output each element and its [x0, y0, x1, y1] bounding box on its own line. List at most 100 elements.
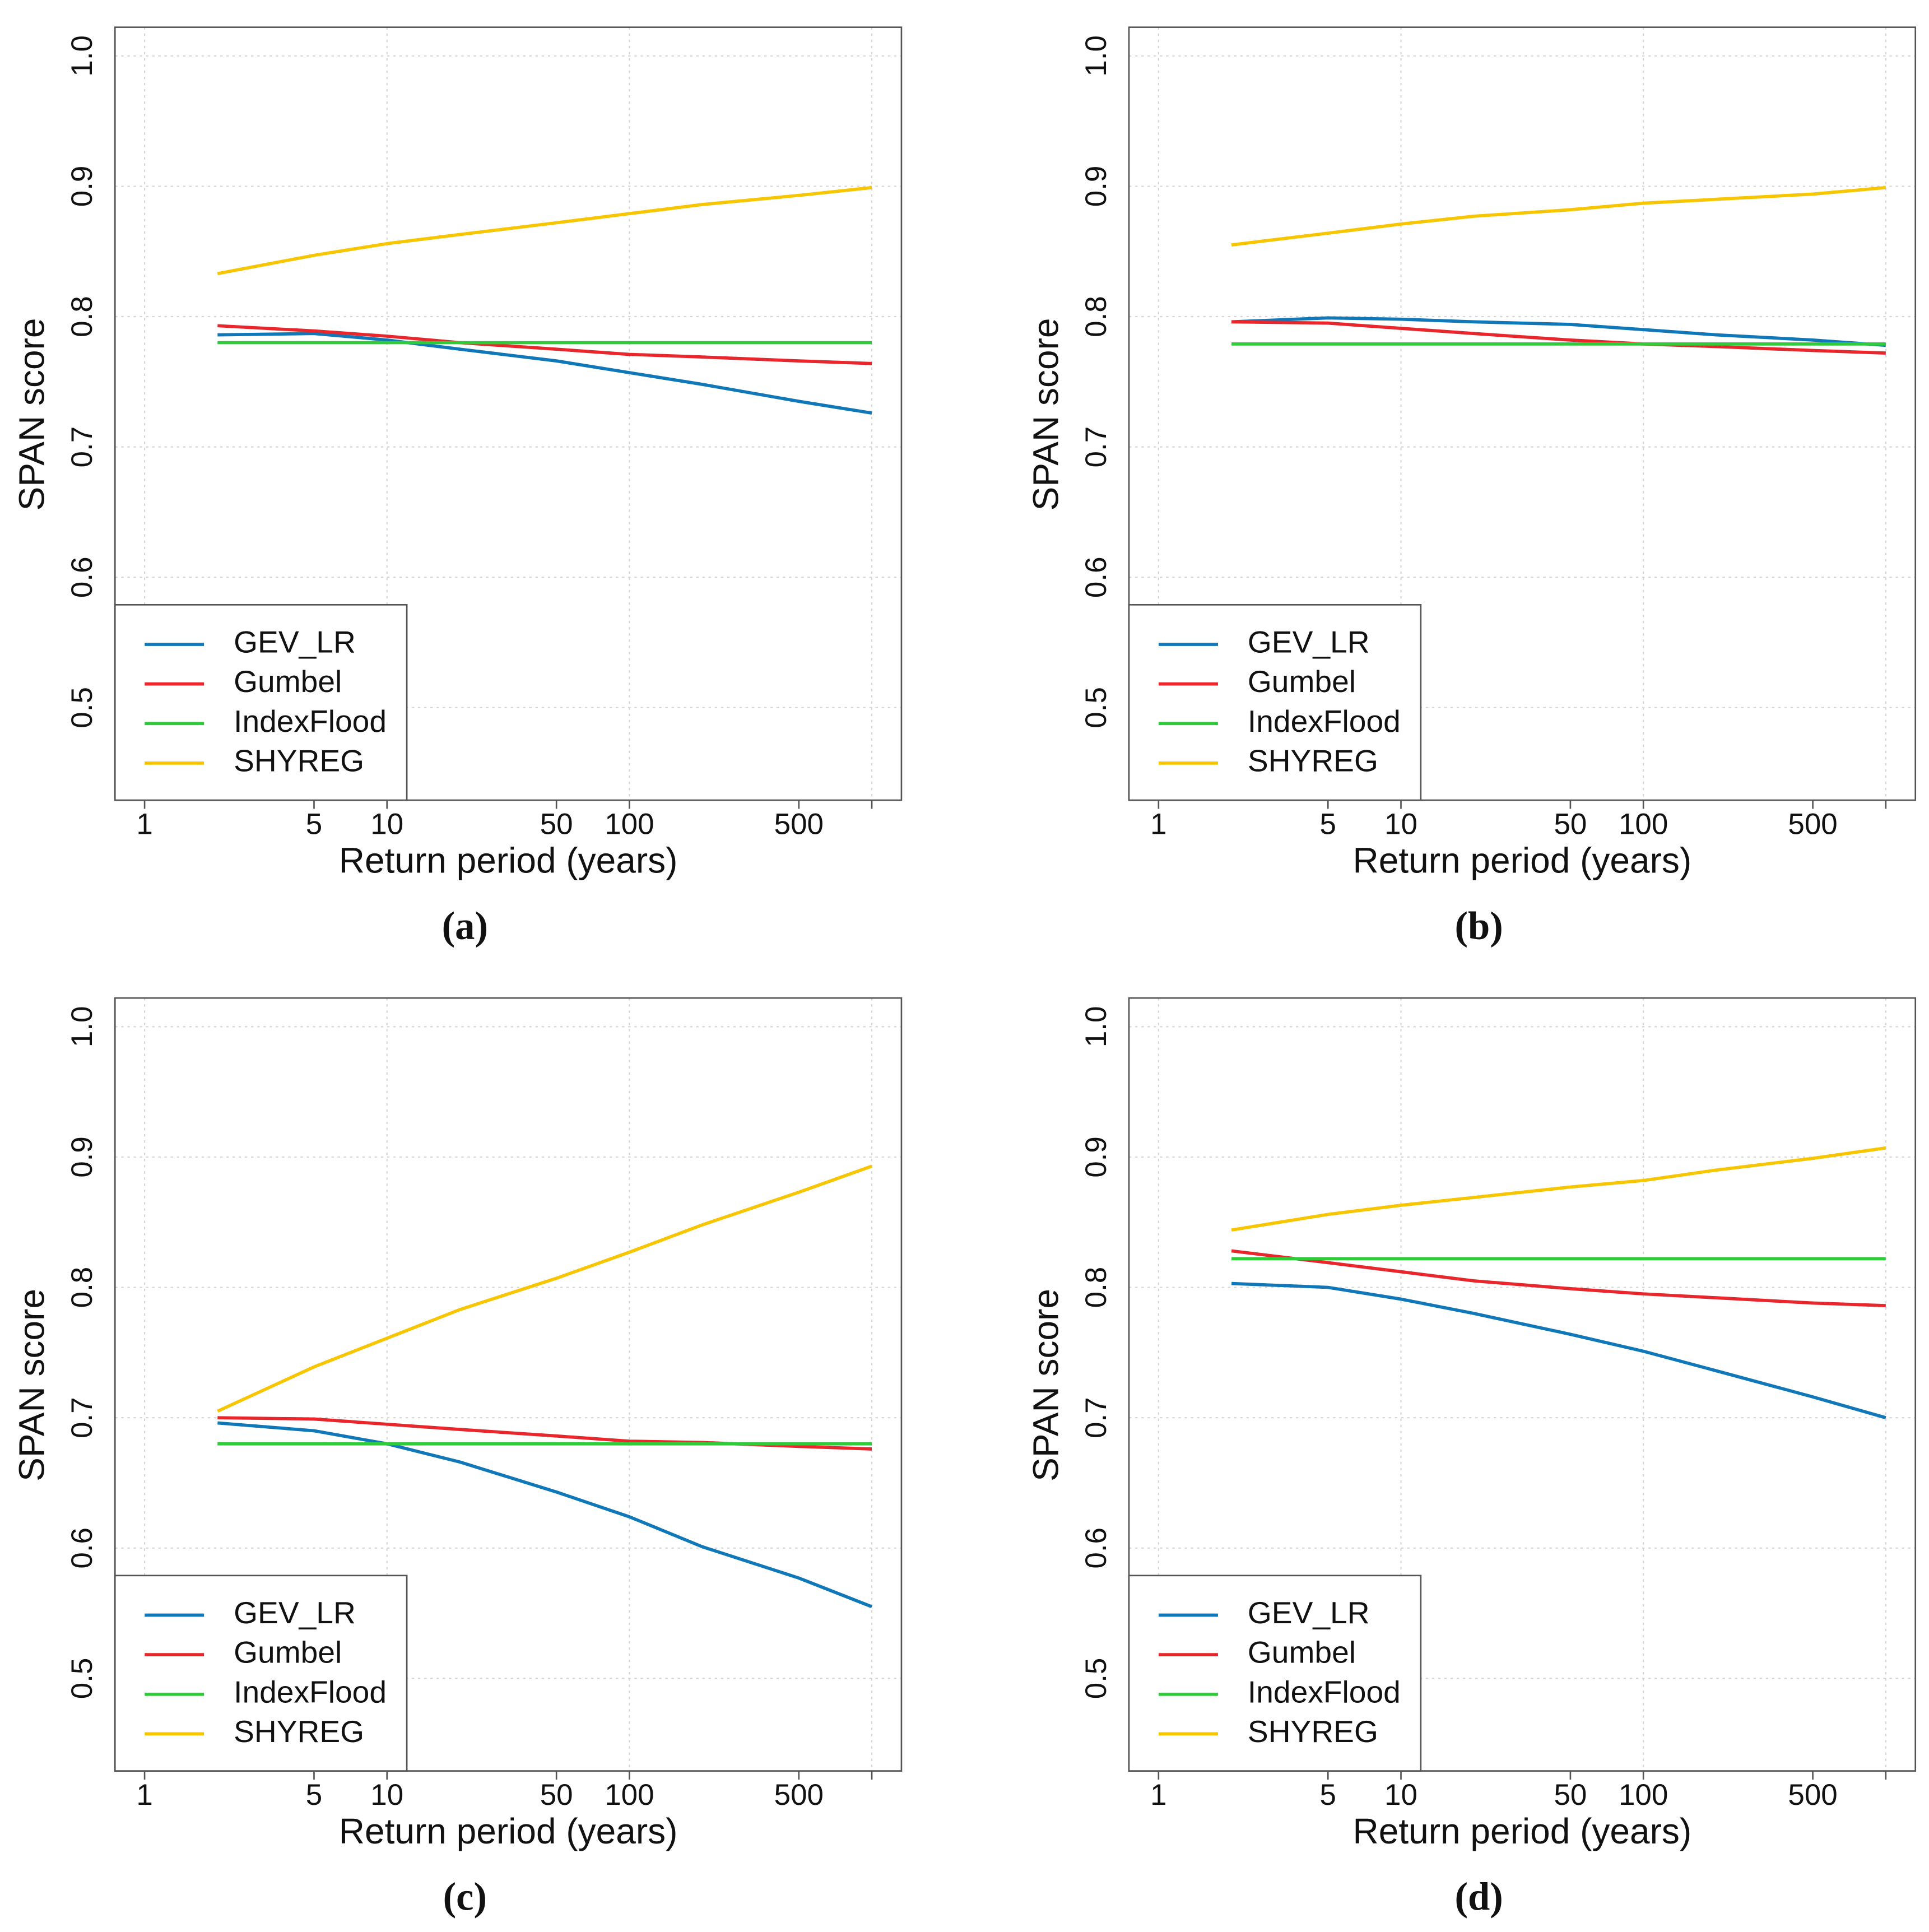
- x-tick-label: 10: [1384, 807, 1417, 840]
- legend-label: Gumbel: [1248, 1635, 1356, 1670]
- y-tick-label: 0.6: [66, 556, 99, 598]
- y-tick-label: 0.5: [1080, 1658, 1113, 1699]
- x-tick-label: 100: [1619, 807, 1668, 840]
- panel: 0.5 0.6 0.7 0.8 0.9 1.0 1 5 10 50 100 500 Return per…: [12, 997, 903, 1919]
- y-tick-label: 0.9: [1080, 166, 1113, 207]
- x-tick-label: 10: [370, 807, 403, 840]
- y-tick-label: 0.5: [66, 1658, 99, 1699]
- x-tick-label: 5: [1320, 1778, 1336, 1812]
- x-tick-label: 100: [605, 1778, 654, 1812]
- series-line: [1231, 1249, 1886, 1308]
- y-tick-label: 1.0: [1080, 1006, 1113, 1048]
- legend-label: SHYREG: [1248, 1714, 1378, 1749]
- panel-caption: (a): [442, 904, 488, 948]
- legend-label: IndexFlood: [1248, 704, 1401, 739]
- x-tick-label: 50: [540, 1778, 573, 1812]
- legend-label: IndexFlood: [234, 1674, 387, 1709]
- panel-caption: (c): [443, 1875, 487, 1919]
- y-tick-label: 0.5: [66, 687, 99, 728]
- x-tick-label: 50: [540, 807, 573, 840]
- y-tick-label: 0.7: [66, 426, 99, 468]
- series-line: [217, 1421, 873, 1609]
- panel: 0.5 0.6 0.7 0.8 0.9 1.0 1 5 10 50 100 500 Return per…: [1025, 26, 1917, 948]
- x-tick-label: 100: [1619, 1778, 1668, 1812]
- x-tick-label: 5: [306, 1778, 322, 1812]
- plot-frame: [1128, 997, 1917, 1772]
- legend-box: [114, 1575, 408, 1772]
- y-tick-label: 0.6: [66, 1527, 99, 1569]
- legend-box: [114, 603, 408, 801]
- series-line: [1231, 1281, 1886, 1419]
- x-axis-label: Return period (years): [339, 1811, 678, 1851]
- x-tick-label: 100: [605, 807, 654, 840]
- x-tick-label: 1: [136, 807, 152, 840]
- legend-label: GEV_LR: [1248, 625, 1370, 660]
- y-tick-label: 0.5: [1080, 687, 1113, 728]
- y-tick-label: 0.7: [1080, 1397, 1113, 1438]
- y-tick-label: 0.6: [1080, 1527, 1113, 1569]
- series-line: [217, 324, 872, 365]
- y-tick-label: 0.7: [1080, 426, 1113, 468]
- plot-frame: [1128, 26, 1917, 801]
- x-tick-label: 1: [1150, 1778, 1166, 1812]
- panel: 0.5 0.6 0.7 0.8 0.9 1.0 1 5 10 50 100 500 Return per…: [12, 26, 903, 948]
- x-tick-label: 50: [1554, 1778, 1587, 1812]
- y-tick-label: 0.8: [66, 1267, 99, 1308]
- series-line: [1231, 320, 1886, 355]
- x-tick-label: 1: [1150, 807, 1166, 840]
- y-axis-label: SPAN score: [1025, 1289, 1066, 1481]
- y-axis-label: SPAN score: [12, 1289, 52, 1481]
- y-tick-label: 0.9: [1080, 1136, 1113, 1178]
- legend-label: Gumbel: [234, 664, 342, 699]
- y-axis-label: SPAN score: [12, 318, 52, 511]
- legend-label: Gumbel: [234, 1635, 342, 1670]
- x-tick-label: 500: [1788, 807, 1837, 840]
- y-tick-label: 0.8: [66, 296, 99, 337]
- legend-label: GEV_LR: [234, 625, 356, 660]
- legend-label: GEV_LR: [234, 1595, 356, 1630]
- y-tick-label: 0.7: [66, 1397, 99, 1438]
- legend-label: SHYREG: [234, 1714, 364, 1749]
- x-tick-label: 50: [1554, 807, 1587, 840]
- x-tick-label: 1: [136, 1778, 152, 1812]
- x-axis-label: Return period (years): [1353, 840, 1692, 881]
- plot-frame: [114, 997, 903, 1772]
- x-axis-label: Return period (years): [1353, 1811, 1692, 1851]
- x-tick-label: 500: [774, 1778, 824, 1812]
- panel-caption: (b): [1454, 904, 1503, 948]
- panel-caption: (d): [1454, 1875, 1503, 1919]
- legend-box: [1128, 603, 1422, 801]
- legend-label: IndexFlood: [234, 704, 387, 739]
- legend-label: GEV_LR: [1248, 1595, 1370, 1630]
- y-tick-label: 0.9: [66, 166, 99, 207]
- x-tick-label: 5: [306, 807, 322, 840]
- y-tick-label: 0.9: [66, 1136, 99, 1178]
- series-line: [1231, 316, 1886, 347]
- series-line: [1231, 1146, 1886, 1232]
- legend-label: Gumbel: [1248, 664, 1356, 699]
- y-tick-label: 0.8: [1080, 1267, 1113, 1308]
- series-line: [1231, 185, 1886, 247]
- series-line: [217, 332, 872, 415]
- x-tick-label: 10: [370, 1778, 403, 1812]
- y-tick-label: 1.0: [1080, 35, 1113, 77]
- series-line: [217, 1164, 873, 1413]
- y-axis-label: SPAN score: [1025, 318, 1066, 511]
- series-line: [217, 185, 872, 276]
- legend-box: [1128, 1575, 1422, 1772]
- y-tick-label: 0.6: [1080, 556, 1113, 598]
- legend-label: SHYREG: [1248, 743, 1378, 778]
- y-tick-label: 1.0: [66, 35, 99, 77]
- y-tick-label: 1.0: [66, 1006, 99, 1048]
- legend-label: IndexFlood: [1248, 1674, 1401, 1709]
- x-tick-label: 500: [1788, 1778, 1837, 1812]
- x-tick-label: 500: [774, 807, 824, 840]
- x-tick-label: 5: [1320, 807, 1336, 840]
- x-tick-label: 10: [1384, 1778, 1417, 1812]
- x-axis-label: Return period (years): [339, 840, 678, 881]
- legend-label: SHYREG: [234, 743, 364, 778]
- plot-frame: [114, 26, 903, 801]
- y-tick-label: 0.8: [1080, 296, 1113, 337]
